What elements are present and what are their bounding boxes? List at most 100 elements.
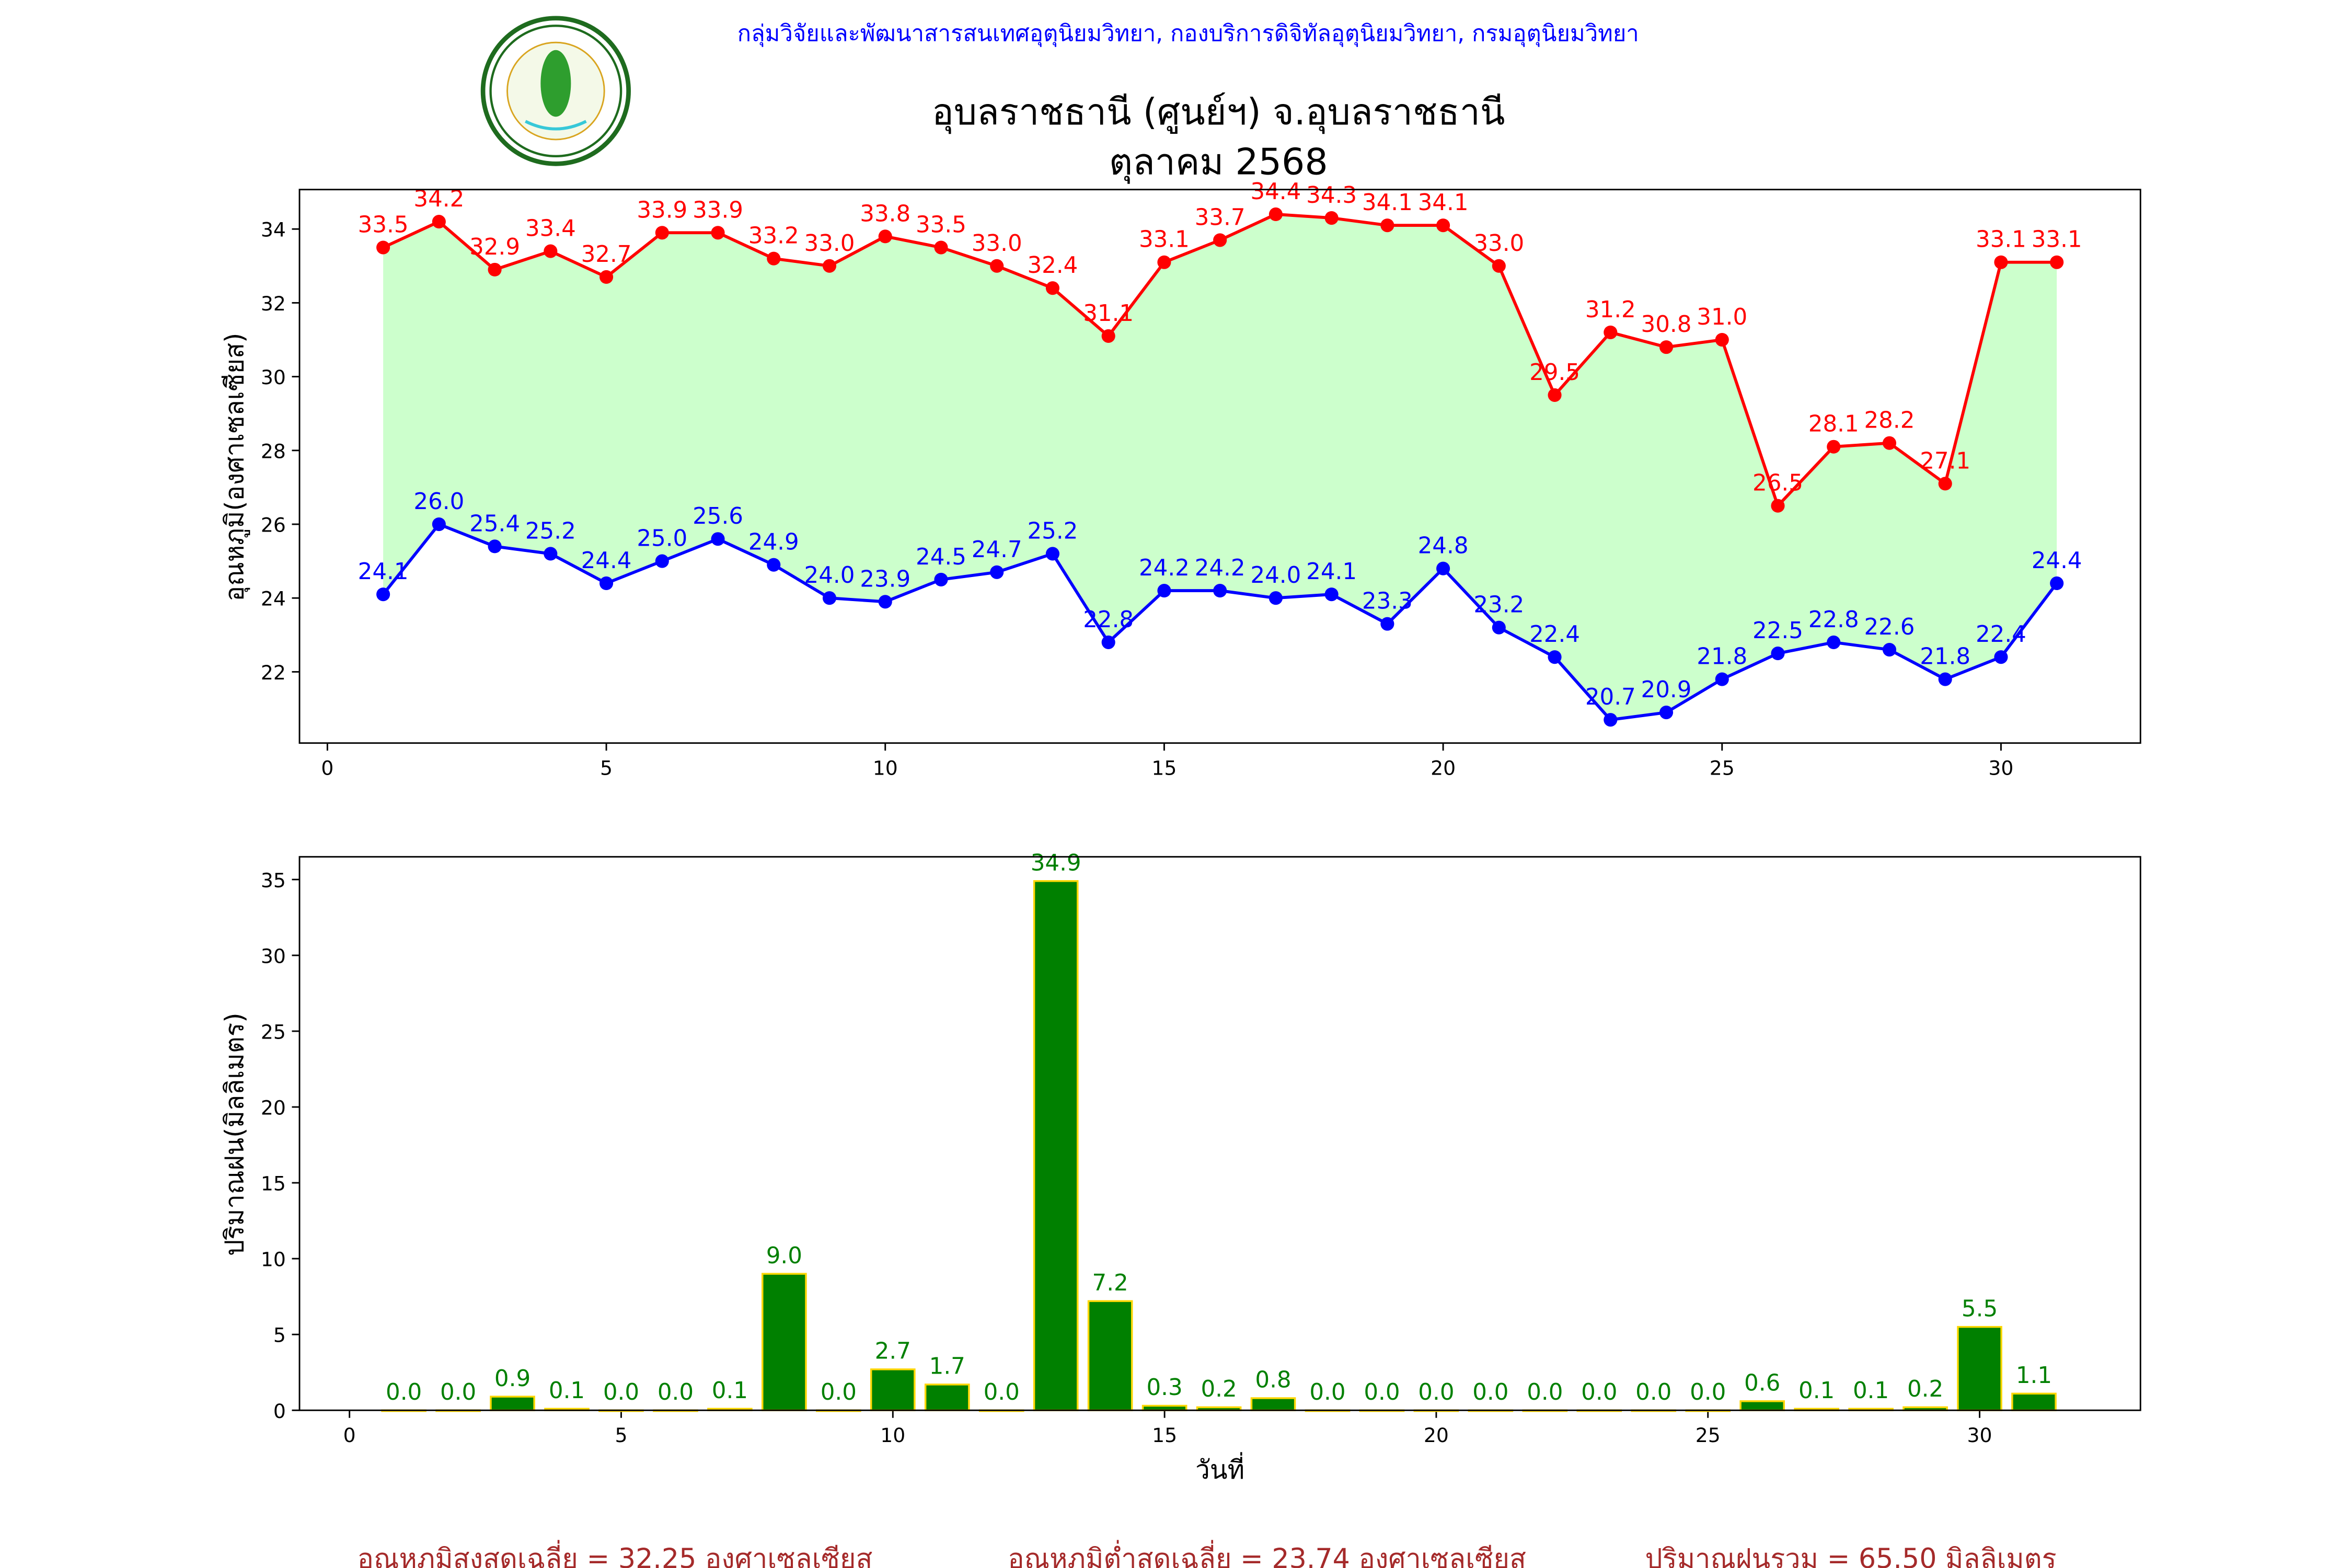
rain-data-label: 0.1 bbox=[1798, 1378, 1835, 1404]
temp-max-data-label: 31.1 bbox=[1083, 301, 1134, 327]
temp-max-data-label: 26.5 bbox=[1753, 470, 1803, 497]
temp-min-data-label: 22.8 bbox=[1808, 607, 1859, 633]
temp-plot-frame bbox=[298, 189, 2141, 744]
temp-min-point bbox=[655, 554, 669, 568]
temp-x-tick-label: 15 bbox=[1151, 757, 1177, 780]
rain-y-axis-label: ปริมาณฝน(มิลลิเมตร) bbox=[220, 1012, 250, 1256]
rain-bar bbox=[2011, 1392, 2057, 1411]
temp-max-point bbox=[1771, 499, 1785, 513]
temp-max-point bbox=[1994, 255, 2008, 269]
temp-max-point bbox=[1715, 332, 1729, 347]
rain-plot-frame bbox=[298, 856, 2141, 1411]
footer-avg-max: อุณหภูมิสูงสุดเฉลี่ย = 32.25 องศาเซลเซีย… bbox=[358, 1540, 873, 1568]
temp-max-data-label: 32.7 bbox=[581, 241, 632, 268]
temp-min-point bbox=[934, 572, 948, 586]
temp-max-point bbox=[1882, 436, 1897, 450]
temp-min-point bbox=[1380, 617, 1394, 631]
rain-data-label: 0.0 bbox=[1309, 1379, 1345, 1405]
rain-data-label: 0.1 bbox=[712, 1378, 748, 1404]
temp-min-point bbox=[1827, 635, 1841, 649]
chart-title-line2: ตุลาคม 2568 bbox=[1109, 141, 1328, 185]
temp-min-data-label: 23.9 bbox=[860, 566, 910, 592]
temp-min-data-label: 25.0 bbox=[637, 526, 687, 552]
temp-max-data-label: 33.0 bbox=[804, 230, 855, 257]
temp-min-point bbox=[1771, 647, 1785, 661]
temp-min-point bbox=[1045, 547, 1059, 561]
rain-data-label: 34.9 bbox=[1031, 850, 1081, 876]
temp-y-tick-label: 32 bbox=[261, 292, 286, 315]
temp-min-point bbox=[1882, 642, 1897, 657]
temp-min-data-label: 24.4 bbox=[581, 548, 632, 574]
rain-data-label: 0.0 bbox=[1364, 1379, 1400, 1405]
rain-data-label: 0.9 bbox=[494, 1366, 531, 1392]
temp-min-point bbox=[767, 558, 781, 572]
rain-data-label: 0.0 bbox=[440, 1379, 476, 1405]
temp-max-point bbox=[2050, 255, 2064, 269]
temp-min-data-label: 24.4 bbox=[2032, 548, 2082, 574]
temp-max-data-label: 33.2 bbox=[748, 223, 799, 249]
temp-max-point bbox=[1827, 440, 1841, 454]
rain-x-tick-label: 10 bbox=[880, 1424, 905, 1447]
temp-min-point bbox=[1938, 672, 1952, 686]
temp-max-point bbox=[432, 215, 446, 229]
temp-max-data-label: 33.7 bbox=[1195, 204, 1246, 230]
rain-data-label: 0.6 bbox=[1744, 1370, 1780, 1397]
rain-data-label: 5.5 bbox=[1962, 1296, 1998, 1322]
rain-x-axis-label: วันที่ bbox=[1195, 1452, 1244, 1485]
rain-data-label: 2.7 bbox=[875, 1339, 911, 1365]
rain-bar bbox=[870, 1368, 916, 1411]
rain-data-label: 0.3 bbox=[1146, 1375, 1182, 1401]
temp-max-point bbox=[1659, 340, 1674, 354]
temp-x-tick-label: 30 bbox=[1988, 757, 2013, 780]
tmd-logo bbox=[480, 16, 631, 166]
temp-max-data-label: 28.1 bbox=[1808, 411, 1859, 437]
rain-data-label: 0.2 bbox=[1907, 1376, 1943, 1402]
temp-max-point bbox=[1380, 218, 1394, 233]
rain-data-label: 0.0 bbox=[1472, 1379, 1508, 1405]
temp-min-point bbox=[432, 517, 446, 532]
org-line: กลุ่มวิจัยและพัฒนาสารสนเทศอุตุนิยมวิทยา,… bbox=[737, 20, 1639, 47]
temp-range-fill bbox=[383, 214, 2057, 720]
temp-min-point bbox=[1157, 584, 1171, 598]
rain-data-label: 0.0 bbox=[1418, 1379, 1454, 1405]
rain-bar bbox=[490, 1396, 535, 1411]
temp-min-data-label: 25.2 bbox=[525, 518, 576, 544]
temp-max-point bbox=[1492, 259, 1506, 273]
temp-max-point bbox=[1548, 388, 1562, 402]
temp-min-point bbox=[1659, 706, 1674, 720]
temp-min-data-label: 24.7 bbox=[972, 537, 1022, 563]
rain-data-label: 0.0 bbox=[821, 1379, 857, 1405]
temp-min-data-label: 24.5 bbox=[916, 544, 966, 570]
rain-data-label: 0.1 bbox=[1853, 1378, 1889, 1404]
temp-max-point bbox=[1045, 281, 1059, 295]
temp-max-point bbox=[1604, 325, 1618, 339]
temp-min-point bbox=[990, 565, 1004, 579]
temp-x-tick-label: 5 bbox=[600, 757, 613, 780]
rain-data-label: 0.0 bbox=[386, 1379, 422, 1405]
temp-max-data-label: 33.1 bbox=[1139, 227, 1190, 253]
rain-bar bbox=[1033, 880, 1079, 1411]
rain-data-label: 9.0 bbox=[766, 1243, 802, 1269]
rain-data-label: 7.2 bbox=[1092, 1270, 1128, 1296]
temp-min-point bbox=[544, 547, 558, 561]
rain-y-tick-label: 15 bbox=[261, 1172, 286, 1195]
temp-max-data-label: 32.9 bbox=[469, 234, 520, 260]
temp-max-data-label: 32.4 bbox=[1027, 252, 1078, 279]
temp-x-tick-label: 10 bbox=[873, 757, 898, 780]
temp-max-data-label: 33.4 bbox=[525, 216, 576, 242]
temp-min-point bbox=[1604, 713, 1618, 727]
temp-min-data-label: 23.2 bbox=[1473, 592, 1524, 618]
temp-min-point bbox=[1994, 650, 2008, 664]
temp-max-data-label: 31.0 bbox=[1697, 304, 1747, 330]
temp-max-point bbox=[488, 262, 502, 276]
temp-max-data-label: 33.1 bbox=[1976, 227, 2026, 253]
temp-max-point bbox=[934, 240, 948, 255]
temp-min-point bbox=[1324, 587, 1339, 602]
temp-min-point bbox=[711, 532, 725, 546]
temp-min-data-label: 22.8 bbox=[1083, 607, 1134, 633]
temp-max-point bbox=[1157, 255, 1171, 269]
rain-data-label: 0.8 bbox=[1255, 1367, 1291, 1393]
rain-data-label: 0.1 bbox=[549, 1378, 585, 1404]
rain-data-label: 0.0 bbox=[658, 1379, 694, 1405]
rain-x-tick-label: 5 bbox=[615, 1424, 627, 1447]
